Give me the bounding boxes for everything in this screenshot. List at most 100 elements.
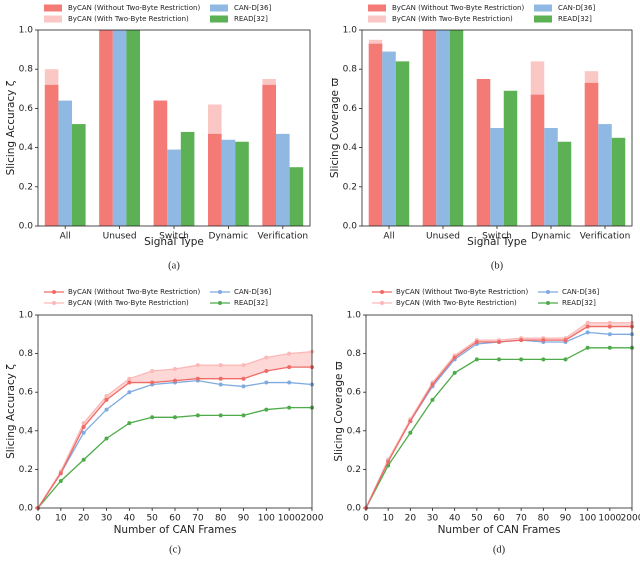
caption: (c) (169, 544, 181, 555)
panel: 0.0 0.2 0.4 0.6 0.8 1.0 0 10 20 30 40 50 60 70 80 90 100… (5, 288, 324, 555)
x-tick-label: 0 (363, 514, 369, 524)
bar (44, 84, 59, 226)
legend-swatch (368, 15, 386, 23)
x-tick-label: 70 (515, 514, 527, 524)
legend-marker (218, 290, 222, 294)
point (127, 390, 132, 395)
y-tick-label: 1.0 (19, 26, 34, 36)
point (408, 419, 413, 424)
y-tick-label: 0.0 (19, 504, 34, 514)
point (150, 368, 155, 373)
bar (584, 82, 599, 226)
point (563, 338, 568, 343)
x-tick-label: Switch (482, 232, 512, 242)
point (81, 430, 86, 435)
bar (208, 133, 222, 226)
point (497, 340, 501, 345)
x-tick-label: 70 (192, 514, 204, 524)
panel: 0.0 0.2 0.4 0.6 0.8 1.0 All Unused Switch Dynamic… (329, 4, 633, 271)
bar (289, 167, 304, 226)
legend-swatch (368, 4, 386, 12)
x-tick-label: 30 (101, 514, 113, 524)
y-tick-label: 0.8 (343, 65, 358, 75)
point (541, 338, 546, 343)
point (104, 436, 109, 441)
point (195, 376, 200, 381)
x-tick-label: 80 (538, 514, 550, 524)
y-tick-label: 0.4 (19, 426, 34, 436)
y-axis-label: Slicing Coverage ϖ (333, 361, 345, 461)
caption: (b) (491, 260, 504, 271)
y-tick-label: 0.8 (19, 65, 34, 75)
y-axis-label: Slicing Accuracy ζ (5, 80, 17, 175)
panel: 0.0 0.2 0.4 0.6 0.8 1.0 0 10 20 30 40 50 60 70 80 90 100… (333, 288, 640, 555)
legend-label: READ[32] (558, 15, 592, 23)
point (173, 378, 177, 383)
legend-label: ByCAN (Without Two-Byte Restriction) (68, 4, 200, 12)
point (474, 340, 479, 345)
legend-label: ByCAN (With Two-Byte Restriction) (392, 15, 513, 23)
point (218, 382, 223, 387)
point (104, 407, 109, 412)
x-tick-label: 1000 (598, 514, 621, 524)
bar (530, 94, 545, 227)
x-tick-label: 100 (579, 514, 596, 524)
x-tick-label: 50 (471, 514, 483, 524)
point (195, 363, 200, 368)
x-tick-label: Verification (580, 232, 631, 242)
point (264, 368, 269, 373)
legend-swatch (534, 4, 552, 12)
x-tick-label: 60 (493, 514, 505, 524)
legend-swatch (210, 15, 228, 23)
point (541, 357, 546, 362)
bar (235, 141, 249, 226)
point (58, 471, 63, 476)
bar (72, 124, 86, 226)
x-tick-label: 80 (215, 514, 227, 524)
point (585, 320, 590, 325)
point (519, 357, 524, 362)
plot-frame (365, 314, 633, 509)
bar (167, 149, 181, 226)
bar (58, 100, 72, 226)
bar (544, 128, 558, 226)
point (173, 367, 177, 372)
x-tick-label: Verification (258, 232, 309, 242)
point (452, 370, 457, 375)
bar (112, 30, 127, 226)
legend-marker (218, 301, 222, 305)
bar (262, 84, 276, 226)
range-band (366, 322, 632, 508)
point (585, 345, 590, 350)
legend-marker (52, 301, 56, 305)
x-tick-label: All (383, 232, 394, 242)
point (264, 355, 269, 360)
point (287, 351, 292, 356)
bar (276, 133, 290, 226)
bar (490, 128, 504, 226)
point (519, 338, 524, 343)
bar (598, 124, 612, 226)
legend-marker (380, 301, 384, 305)
bar (422, 30, 437, 226)
legend-label: READ[32] (234, 15, 268, 23)
plot-frame (37, 29, 311, 227)
point (563, 357, 568, 362)
legend-label: ByCAN (Without Two-Byte Restriction) (392, 4, 524, 12)
plot-frame (37, 314, 313, 509)
x-tick-label: Switch (159, 232, 189, 242)
x-tick-label: 40 (449, 514, 461, 524)
point (430, 397, 435, 402)
bar (449, 30, 464, 226)
point (607, 345, 612, 350)
point (408, 430, 413, 435)
point (81, 421, 86, 426)
x-axis-label: Signal Type (144, 236, 204, 248)
legend-marker (52, 290, 56, 294)
x-tick-label: 10 (382, 514, 394, 524)
point (127, 421, 132, 426)
point (81, 457, 86, 462)
point (218, 413, 223, 418)
x-tick-label: Dynamic (531, 232, 571, 242)
